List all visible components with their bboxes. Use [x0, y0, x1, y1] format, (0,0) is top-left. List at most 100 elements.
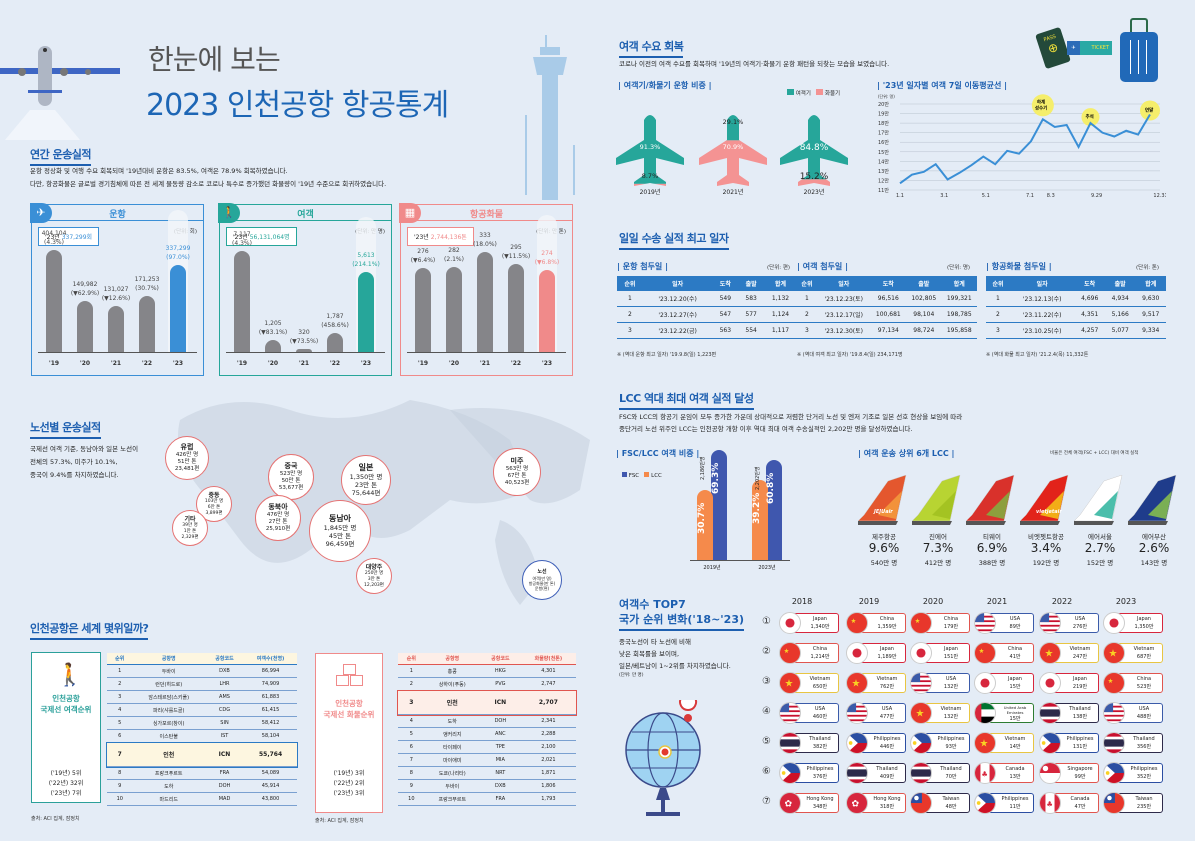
country-chip: Taiwan 48만 — [910, 792, 970, 814]
x-label: '19 — [236, 360, 248, 367]
svg-text:★: ★ — [915, 618, 921, 625]
svg-text:★: ★ — [979, 648, 985, 655]
top-lcc-title: | 여객 운송 상위 6개 LCC | — [858, 449, 955, 458]
routes-section-title: 노선별 운송실적 — [30, 419, 101, 439]
bar-chart: 404,104 (4.3%) 149,982 (▼62.9%) 131,027 (▼1… — [38, 209, 197, 353]
top-lcc-note: 비율은 전체 여객(FSC + LCC) 대비 여객 실적 — [1050, 451, 1139, 456]
total-pax: 2,186만명 — [700, 456, 706, 480]
svg-text:★: ★ — [1045, 649, 1054, 660]
country-chip: USA 132만 — [910, 672, 970, 694]
bar-3 — [327, 332, 343, 352]
table-row: 1'23.12.20(수) 549 583 1,132 — [617, 291, 797, 307]
route-bubble-0: 유럽 426만 명 51만 톤 23,481편 — [165, 436, 209, 480]
plane-year: 2023년 — [803, 189, 825, 196]
plane-ratio-title: | 여객기/화물기 운항 비중 | — [618, 81, 712, 90]
flag-ph-icon — [1039, 732, 1061, 754]
top7-desc: 중국노선이 타 노선에 비해 낮은 회복률을 보이며, 일본/베트남이 1~2위를 … — [619, 638, 731, 678]
peak-table-title: | 항공화물 첨두일 | — [986, 262, 1052, 271]
annual-desc-2: 다만, 항공화물은 글로벌 경기침체에 따른 전 세계 물동량 감소로 코로나 … — [30, 180, 387, 188]
cargo-rank-table: 순위 공항명 공항코드 화물량(천톤) 1 홍콩 HKG 4,301 2 상하이(푸동) PVG 2,… — [397, 653, 577, 806]
cargo-pct: 70.9% — [722, 143, 744, 151]
plane-year: 2021년 — [722, 189, 744, 196]
flag-vn-icon: ★ — [1103, 642, 1125, 664]
peak-table-title: | 운항 첨두일 | — [617, 262, 668, 271]
table-row: 3 암스테르담(스키폴) AMS 61,883 — [107, 690, 297, 704]
country-chip: Canada 13만 ♣ — [974, 762, 1034, 784]
airline-tail-icon: vietjetair — [1020, 475, 1069, 525]
country-chip: China 1,214만 ★ — [779, 642, 839, 664]
airline-pct: 9.6% — [868, 541, 900, 555]
walking-traveler-icon: 🚶 — [218, 203, 240, 223]
country-chip: Canada 47만 ♣ — [1039, 792, 1099, 814]
x-label: '21 — [110, 360, 122, 367]
x-label: '22 — [141, 360, 153, 367]
country-chip: China 179만 ★ — [910, 612, 970, 634]
passport-icon: PASS ⊕ — [1035, 26, 1071, 70]
col-header: 순위 — [107, 653, 133, 665]
flag-cn-icon: ★ — [846, 612, 868, 634]
peak-note: ※ (역대 운항 최고 일자) '19.9.8(일) 1,223편 — [617, 352, 717, 358]
annual-panel-2: ▦ 항공화물 '23년 2,744,136톤 (단위: 만 톤) 276(▼6.… — [399, 203, 573, 376]
route-bubble-3: 중국 523만 명 50만 톤 53,677편 — [268, 454, 314, 500]
flag-th-icon — [846, 762, 868, 784]
svg-text:13만: 13만 — [878, 168, 889, 175]
airline-tail-icon — [1074, 475, 1123, 525]
flag-us-icon — [1039, 612, 1061, 634]
country-chip: Thailand 70만 — [910, 762, 970, 784]
svg-text:15만: 15만 — [878, 149, 889, 156]
year-header: 2021 — [986, 597, 1008, 606]
flag-cn-icon: ★ — [779, 642, 801, 664]
line-chart-title: | '23년 일자별 여객 7일 이동평균선 | — [877, 81, 1008, 90]
country-chip: Japan 1,189만 — [846, 642, 906, 664]
bar-2 — [477, 252, 493, 352]
x-label: '19 — [48, 360, 60, 367]
fsc-pct: 69.3% — [711, 462, 721, 494]
table-row: 2'23.12.27(수) 547 577 1,124 — [617, 306, 797, 323]
pax-source: 출처: ACI 집계, 잠정치 — [31, 816, 80, 822]
panel-name: 항공화물 — [469, 210, 504, 220]
year-header: 2023 — [1115, 597, 1137, 606]
svg-text:(단위: 명): (단위: 명) — [878, 93, 895, 99]
table-row: 1 두바이 DXB 86,994 — [107, 664, 297, 678]
globe-illustration-icon — [625, 700, 701, 816]
route-bubble-8: 미주 563만 명 67만 톤 40,523편 — [493, 448, 541, 496]
rank-marker: ⑥ — [762, 766, 771, 777]
rank-marker: ③ — [762, 676, 771, 687]
table-row: 5 싱가포르(창이) SIN 58,412 — [107, 716, 297, 730]
panel-name: 운항 — [109, 210, 126, 220]
top7-section-title: 여객수 TOP7 국가 순위 변화('18~'23) — [619, 597, 745, 631]
bar-0 — [415, 268, 431, 352]
svg-text:★: ★ — [784, 648, 790, 655]
rank-marker: ④ — [762, 706, 771, 717]
col-header: 공항명 — [132, 653, 205, 665]
airplane-icon: ✈ — [30, 203, 52, 223]
country-chip: Thailand 356만 — [1103, 732, 1163, 754]
bar-label: 274 (▼6.8%) — [534, 249, 560, 266]
bar-label: 337,299 (97.0%) — [165, 244, 191, 261]
svg-text:연말: 연말 — [1145, 107, 1154, 114]
bar-label: 1,205 (▼83.1%) — [258, 319, 288, 336]
flag-jp-icon — [1039, 672, 1061, 694]
svg-text:17만: 17만 — [878, 130, 889, 137]
svg-text:14만: 14만 — [878, 158, 889, 165]
flag-us-icon — [910, 672, 932, 694]
routes-desc: 국제선 여객 기준, 동남아와 일본 노선이 전체의 57.3%, 미주가 10.… — [30, 445, 139, 479]
demand-desc: 코로나 이전의 여객 수요를 회복하며 '19년의 여객기·화물기 운항 패턴을… — [619, 60, 890, 68]
country-chip: USA 460만 — [779, 702, 839, 724]
svg-text:★: ★ — [1109, 649, 1118, 660]
svg-text:7.1: 7.1 — [1026, 193, 1034, 198]
airline-pax: 143만 명 — [1140, 559, 1168, 567]
bar-4 — [539, 269, 555, 352]
svg-text:★: ★ — [785, 679, 794, 690]
flag-jp-icon — [910, 642, 932, 664]
table-row: 2 상하이(푸동) PVG 2,747 — [398, 677, 576, 691]
svg-text:★: ★ — [916, 709, 925, 720]
airline-pax: 388만 명 — [978, 559, 1006, 567]
svg-text:16만: 16만 — [878, 139, 889, 146]
airline-pax: 152만 명 — [1086, 559, 1114, 567]
pax-rank-table: 순위 공항명 공항코드 여객수(천명) 1 두바이 DXB 86,994 2 런던(히드로) LHR… — [106, 653, 298, 806]
country-chip: Philippines 376만 — [779, 762, 839, 784]
bar-3 — [508, 263, 524, 352]
flag-jp-icon — [779, 612, 801, 634]
country-chip: Thailand 409만 — [846, 762, 906, 784]
